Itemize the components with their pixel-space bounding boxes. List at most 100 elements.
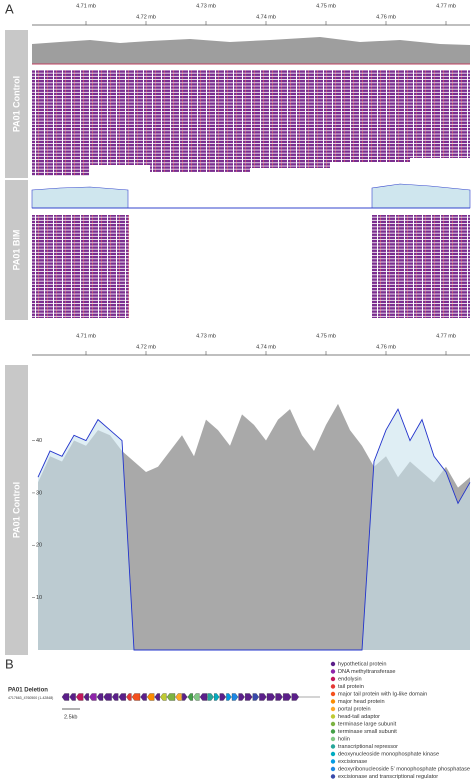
legend-label: deoxynucleoside monophosphate kinase	[338, 751, 439, 757]
gene-arrow	[193, 693, 200, 701]
gene-arrow	[154, 693, 160, 701]
track-label: PA01 BIM	[11, 230, 21, 271]
gene-arrow	[231, 693, 239, 701]
x-tick-label: 4.76 mb	[376, 14, 396, 20]
gene-arrow	[160, 693, 167, 701]
legend-label: DNA methyltransferase	[338, 669, 396, 675]
x-tick-label: 4.71 mb	[76, 3, 96, 9]
legend-label: excisionase and transcriptional regulato…	[338, 774, 438, 780]
x-tick-label: 4.73 mb	[196, 333, 216, 339]
gene-arrow	[112, 693, 119, 701]
coverage-track	[32, 37, 470, 64]
legend-label: major tail protein with Ig-like domain	[338, 691, 427, 697]
gene-arrow	[259, 693, 267, 701]
gene-arrow	[61, 693, 70, 701]
legend-swatch	[330, 774, 336, 779]
y-tick-label: 20	[36, 543, 42, 549]
coverage-track	[371, 183, 471, 209]
legend-label: terminase large subunit	[338, 721, 397, 727]
map-subtitle: 4717663_4760500 (1-42848)	[8, 696, 53, 700]
gene-arrow	[166, 693, 176, 701]
gene-arrow	[199, 693, 208, 701]
map-title: PA01 Deletion	[8, 688, 48, 694]
legend-swatch	[330, 676, 336, 682]
x-tick-label: 4.74 mb	[256, 344, 276, 350]
legend-label: major head protein	[338, 699, 385, 705]
legend-swatch	[330, 661, 336, 667]
scale-label: 2.5kb	[64, 714, 77, 720]
reads	[32, 70, 470, 152]
gene-arrow	[118, 693, 126, 701]
x-tick-label: 4.74 mb	[256, 14, 276, 20]
x-tick-label: 4.77 mb	[436, 3, 456, 9]
reads	[32, 215, 129, 318]
y-tick-label: 10	[36, 595, 42, 601]
coverage-line	[37, 408, 471, 651]
gene-arrow	[96, 693, 104, 701]
legend-label: holin	[338, 736, 350, 742]
coverage-area	[38, 409, 470, 650]
y-tick-label: 40	[36, 438, 42, 444]
gene-arrow	[283, 693, 292, 701]
gene-arrow	[69, 693, 76, 701]
gene-arrow	[219, 693, 226, 701]
gene-arrow	[103, 693, 112, 701]
legend-label: excisionase	[338, 759, 367, 765]
gene-arrow	[226, 693, 232, 701]
legend-swatch	[330, 751, 336, 757]
track-bar	[5, 365, 28, 655]
gene-arrow	[207, 693, 214, 701]
reads	[372, 215, 470, 318]
legend-swatch	[330, 714, 336, 719]
legend-label: head-tail adaptor	[338, 714, 380, 720]
legend-swatch	[330, 684, 336, 689]
legend-swatch	[330, 669, 336, 674]
legend-swatch	[330, 729, 336, 734]
gene-arrow	[245, 693, 253, 701]
track-label: PA01 Control	[11, 76, 21, 132]
legend-swatch	[330, 721, 336, 727]
gene-arrow	[214, 693, 220, 701]
y-tick-label: 30	[36, 490, 42, 496]
panel-label: A	[5, 1, 14, 16]
x-tick-label: 4.72 mb	[136, 14, 156, 20]
legend-label: terminase small subunit	[338, 729, 397, 735]
gene-arrow	[187, 693, 193, 701]
legend-label: deoxyribonucleoside 5' monophosphate pho…	[338, 766, 470, 772]
gene-arrow	[266, 693, 276, 701]
track-bar	[5, 30, 28, 178]
legend-swatch	[330, 706, 336, 712]
legend-label: portal protein	[338, 706, 371, 712]
legend-swatch	[330, 736, 336, 742]
coverage-track	[31, 186, 129, 209]
x-tick-label: 4.71 mb	[76, 333, 96, 339]
x-tick-label: 4.75 mb	[316, 3, 336, 9]
gene-arrow	[252, 693, 259, 701]
gene-arrow	[83, 693, 89, 701]
legend-label: transcriptional repressor	[338, 744, 398, 750]
gene-arrow	[175, 693, 182, 701]
legend: hypothetical protein DNA methyltransferas…	[330, 661, 470, 780]
gene-arrow	[147, 693, 155, 701]
gene-arrow	[238, 693, 245, 701]
legend-swatch	[330, 744, 336, 749]
legend-swatch	[330, 759, 336, 764]
legend-swatch	[330, 766, 336, 772]
panel-label: B	[5, 656, 14, 671]
track-bar	[5, 180, 28, 320]
gene-map	[61, 693, 299, 701]
gene-arrow	[182, 693, 188, 701]
x-tick-label: 4.73 mb	[196, 3, 216, 9]
gene-arrow	[89, 693, 97, 701]
legend-swatch	[330, 691, 336, 697]
x-tick-label: 4.76 mb	[376, 344, 396, 350]
x-tick-label: 4.75 mb	[316, 333, 336, 339]
y-axis-label: PA01 Control	[11, 482, 21, 538]
legend-label: endolysin	[338, 676, 362, 682]
legend-label: hypothetical protein	[338, 661, 387, 667]
x-tick-label: 4.77 mb	[436, 333, 456, 339]
reads	[32, 152, 470, 176]
legend-label: tail protein	[338, 684, 364, 690]
legend-swatch	[330, 699, 336, 704]
gene-arrow	[126, 693, 132, 701]
